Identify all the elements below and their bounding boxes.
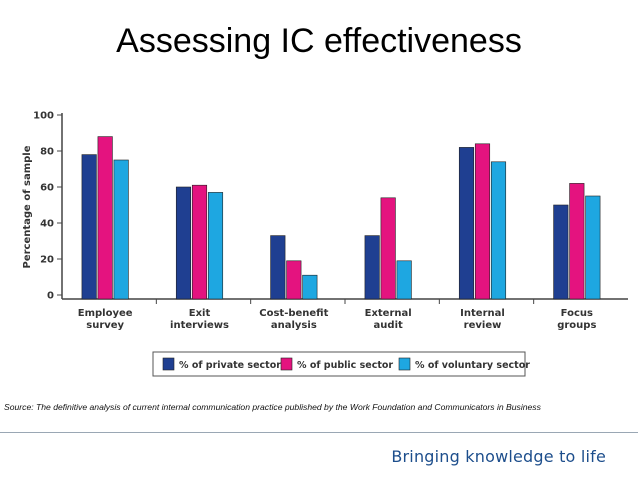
category-label: groups <box>557 320 596 331</box>
bar <box>175 186 192 300</box>
category-label: audit <box>374 320 403 331</box>
legend-box <box>152 351 526 377</box>
category-label: Focus <box>561 308 593 319</box>
bar <box>380 197 396 300</box>
legend-label: % of voluntary sector <box>415 360 530 371</box>
category-label: Cost-benefit <box>259 308 328 319</box>
y-tick-label: 60 <box>40 183 54 194</box>
bar <box>396 260 412 300</box>
category-label: review <box>464 320 502 331</box>
bar <box>113 159 129 300</box>
y-tick-label: 0 <box>47 291 54 302</box>
category-label: analysis <box>271 320 317 331</box>
y-tick-label: 100 <box>33 111 54 122</box>
bar <box>458 147 475 300</box>
tagline: Bringing knowledge to life <box>391 447 606 466</box>
bar <box>490 161 507 300</box>
bar <box>364 235 380 300</box>
y-tick-label: 20 <box>40 255 54 266</box>
bar <box>97 136 113 300</box>
legend-swatch <box>398 357 411 371</box>
bar <box>270 235 286 300</box>
source-note: Source: The definitive analysis of curre… <box>4 402 541 412</box>
bar <box>553 204 569 300</box>
legend-label: % of private sector <box>179 360 281 371</box>
legend-swatch <box>280 357 293 371</box>
bar <box>207 192 224 300</box>
bar <box>81 154 97 300</box>
bar <box>191 184 208 300</box>
bar <box>302 274 318 300</box>
category-label: Internal <box>460 308 505 319</box>
footer-divider <box>0 432 638 433</box>
legend-label: % of public sector <box>297 360 393 371</box>
y-tick-label: 40 <box>40 219 54 230</box>
y-tick-label: 80 <box>40 147 54 158</box>
bar <box>474 143 491 300</box>
category-label: Exit <box>189 308 211 319</box>
category-label: External <box>365 308 412 319</box>
category-label: interviews <box>170 320 229 331</box>
bar <box>286 260 302 300</box>
bar <box>569 183 585 300</box>
y-axis-label: Percentage of sample <box>22 145 33 268</box>
bar-chart: 0 20 40 60 80 100 Percentage of sample Employee… <box>22 111 628 377</box>
category-label: Employee <box>78 308 133 319</box>
slide-title: Assessing IC effectiveness <box>116 22 522 60</box>
legend-swatch <box>162 357 175 371</box>
bar <box>585 195 601 300</box>
category-label: survey <box>86 320 124 331</box>
